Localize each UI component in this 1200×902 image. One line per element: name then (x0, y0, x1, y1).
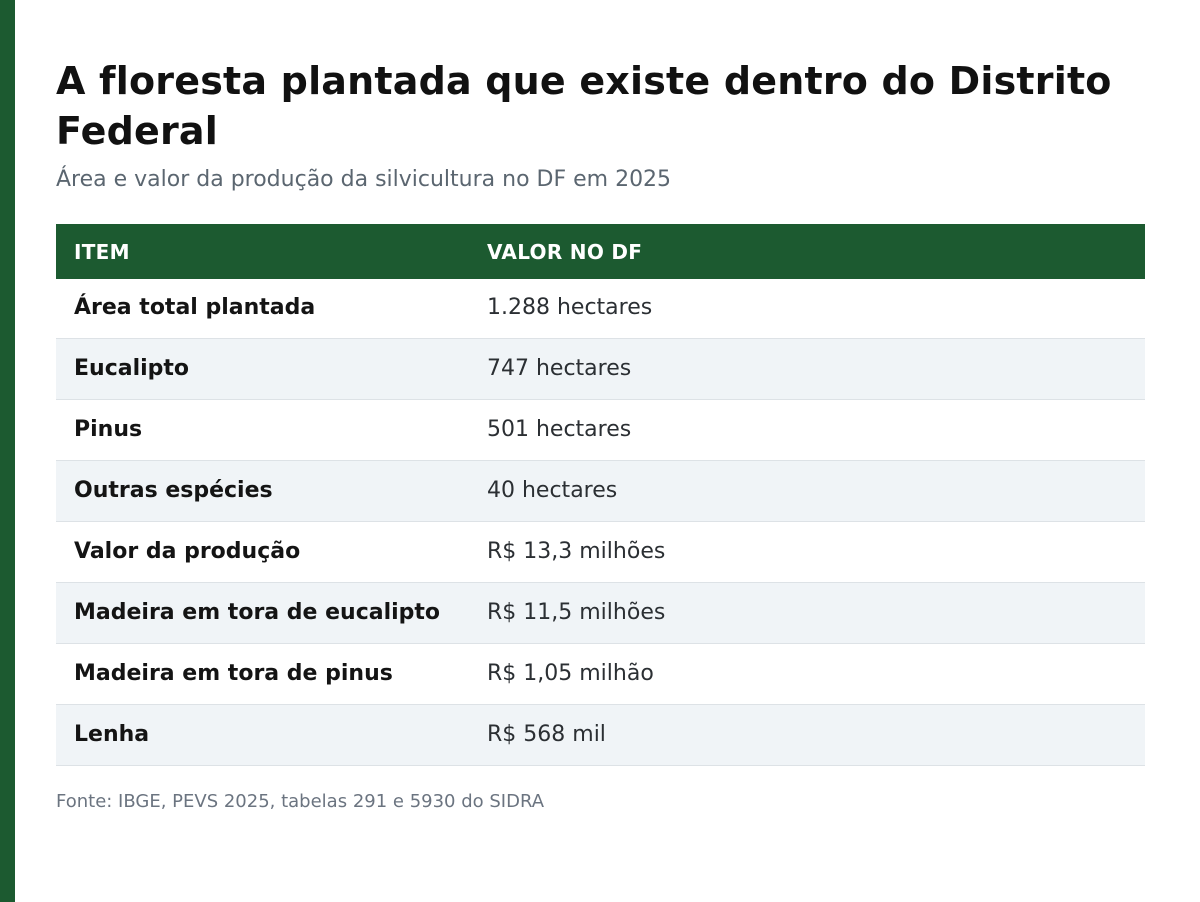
table-row: Madeira em tora de pinus R$ 1,05 milhão (56, 643, 1145, 705)
table-row: Madeira em tora de eucalipto R$ 11,5 mil… (56, 582, 1145, 644)
table-row: Eucalipto 747 hectares (56, 338, 1145, 400)
row-item-label: Pinus (56, 399, 469, 461)
column-header-value: VALOR NO DF (487, 239, 643, 264)
row-item-value: 1.288 hectares (469, 279, 1145, 339)
accent-bar (0, 0, 15, 902)
row-item-label: Madeira em tora de pinus (56, 643, 469, 705)
table-row: Área total plantada 1.288 hectares (56, 279, 1145, 339)
row-item-value: R$ 568 mil (469, 704, 1145, 766)
row-item-label: Madeira em tora de eucalipto (56, 582, 469, 644)
row-item-value: R$ 1,05 milhão (469, 643, 1145, 705)
content: A floresta plantada que existe dentro do… (56, 56, 1145, 814)
data-table: ITEM VALOR NO DF Área total plantada 1.2… (56, 224, 1145, 766)
table-body: Área total plantada 1.288 hectares Eucal… (56, 279, 1145, 766)
table-row: Pinus 501 hectares (56, 399, 1145, 461)
table-header: ITEM VALOR NO DF (56, 224, 1145, 279)
table-header-row: ITEM VALOR NO DF (56, 224, 1145, 279)
row-item-label: Outras espécies (56, 460, 469, 522)
source-note: Fonte: IBGE, PEVS 2025, tabelas 291 e 59… (56, 791, 545, 812)
page-title: A floresta plantada que existe dentro do… (56, 59, 1112, 153)
row-item-label: Lenha (56, 704, 469, 766)
table-row: Valor da produção R$ 13,3 milhões (56, 521, 1145, 583)
table-row: Lenha R$ 568 mil (56, 704, 1145, 766)
row-item-value: 747 hectares (469, 338, 1145, 400)
row-item-value: R$ 13,3 milhões (469, 521, 1145, 583)
row-item-value: R$ 11,5 milhões (469, 582, 1145, 644)
table-row: Outras espécies 40 hectares (56, 460, 1145, 522)
row-item-value: 501 hectares (469, 399, 1145, 461)
row-item-label: Eucalipto (56, 338, 469, 400)
column-header-item: ITEM (74, 239, 130, 264)
row-item-label: Valor da produção (56, 521, 469, 583)
row-item-label: Área total plantada (56, 279, 469, 339)
row-item-value: 40 hectares (469, 460, 1145, 522)
page-subtitle: Área e valor da produção da silvicultura… (56, 167, 672, 192)
